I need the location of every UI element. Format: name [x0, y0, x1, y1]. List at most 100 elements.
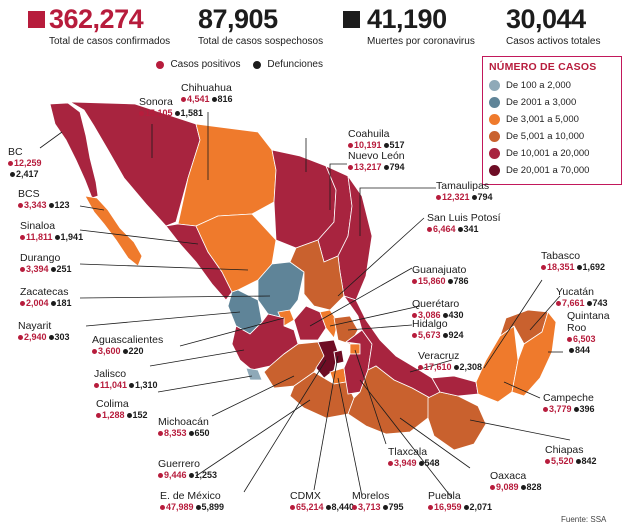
- deaths-dot-icon: [575, 459, 581, 465]
- positive-dot-icon: [567, 337, 572, 343]
- state-label-chihuahua: Chihuahua 4,541 816: [181, 82, 233, 105]
- state-label-aguascalientes: Aguascalientes 3,600 220: [92, 334, 163, 357]
- positive-count: 15,105: [145, 108, 173, 118]
- region-quintana-roo: [511, 311, 557, 397]
- positive-dot-icon: [352, 505, 357, 511]
- deaths-count: 1,581: [180, 108, 204, 118]
- positive-count: 7,661: [562, 298, 585, 308]
- suspected-label: Total de casos sospechosos: [198, 36, 324, 47]
- state-label-jalisco: Jalisco 11,041 1,310: [94, 368, 158, 391]
- positive-dot-icon: [18, 335, 23, 341]
- legend-swatch-icon: [489, 148, 500, 159]
- legend-swatch-icon: [489, 131, 500, 142]
- positive-count: 2,940: [24, 332, 47, 342]
- state-label-durango: Durango 3,394 251: [20, 252, 72, 275]
- positive-dot-icon: [8, 161, 13, 167]
- positive-count: 9,446: [164, 470, 187, 480]
- positive-count: 3,713: [358, 502, 381, 512]
- deaths-count: 8,440: [331, 502, 355, 512]
- legend-swatch-icon: [489, 80, 500, 91]
- deaths-count: 181: [56, 298, 72, 308]
- positive-dot-icon: [418, 365, 423, 371]
- deaths-dot-icon: [195, 505, 201, 511]
- region-tlaxcala: [349, 343, 361, 355]
- leader-morelos: [337, 377, 363, 497]
- confirmed-square-icon: [28, 11, 45, 28]
- state-name: Oaxaca: [490, 470, 527, 482]
- state-label-edomex: E. de México 47,989 5,899: [160, 490, 224, 513]
- positive-dot-icon: [412, 333, 417, 339]
- state-label-tamaulipas: Tamaulipas 12,321 794: [436, 180, 493, 203]
- region-cdmx: [333, 349, 345, 365]
- positive-dot-icon: [348, 143, 353, 149]
- deaths-legend-label: Defunciones: [267, 59, 323, 71]
- positive-count: 5,673: [418, 330, 441, 340]
- active-label: Casos activos totales: [506, 36, 601, 47]
- deaths-count: 828: [526, 482, 542, 492]
- positive-dot-icon: [436, 195, 441, 201]
- positive-dot-icon: [156, 60, 164, 69]
- state-name: Michoacán: [158, 416, 209, 428]
- deaths-count: 396: [579, 404, 595, 414]
- region-chiapas: [427, 391, 487, 451]
- leader-edomex: [243, 359, 327, 493]
- map-legend: Casos positivos Defunciones: [156, 56, 323, 74]
- deaths-count: 303: [54, 332, 70, 342]
- state-name: Hidalgo: [412, 318, 448, 330]
- deaths-dot-icon: [188, 431, 194, 437]
- positive-count: 2,004: [26, 298, 49, 308]
- deaths-dot-icon: [126, 413, 132, 419]
- positive-dot-icon: [543, 407, 548, 413]
- deaths-count: 786: [453, 276, 469, 286]
- suspected-value: 87,905: [198, 4, 278, 34]
- deaths-dot-icon: [457, 227, 463, 233]
- legend-swatch-icon: [489, 165, 500, 176]
- state-label-hidalgo: Hidalgo 5,673 924: [412, 318, 464, 341]
- deaths-dot-icon: [418, 461, 424, 467]
- deaths-dot-icon: [129, 383, 135, 389]
- deaths-count: 1,692: [582, 262, 606, 272]
- positive-dot-icon: [160, 505, 165, 511]
- cases-legend-item: De 100 a 2,000: [489, 77, 615, 94]
- state-name: Nayarit: [18, 320, 52, 332]
- deaths-dot-icon: [252, 60, 261, 69]
- confirmed-value: 362,274: [49, 4, 144, 34]
- positive-legend-label: Casos positivos: [170, 59, 241, 71]
- leader-oaxaca: [399, 417, 471, 469]
- deaths-dot-icon: [325, 505, 331, 511]
- positive-dot-icon: [412, 313, 417, 319]
- state-label-nayarit: Nayarit 2,940 303: [18, 320, 70, 343]
- state-name: Sonora: [139, 96, 173, 108]
- leader-aguascalientes: [179, 317, 285, 347]
- source-note: Fuente: SSA: [561, 515, 607, 524]
- deaths-count: 1,310: [135, 380, 158, 390]
- positive-count: 6,503: [573, 334, 596, 344]
- deaths-count: 816: [217, 94, 233, 104]
- state-label-bc: BC 12,259 2,417: [8, 146, 42, 180]
- state-label-sinaloa: Sinaloa 11,811 1,941: [20, 220, 83, 243]
- cases-legend: NÚMERO DE CASOS De 100 a 2,000 De 2001 a …: [482, 56, 622, 185]
- positive-count: 9,089: [496, 482, 519, 492]
- state-label-puebla: Puebla 16,959 2,071: [428, 490, 492, 513]
- leader-nuevo-leon: [329, 163, 347, 210]
- region-bc: [49, 102, 99, 199]
- state-label-michoacan: Michoacán 8,353 650: [158, 416, 210, 439]
- region-campeche: [475, 325, 519, 403]
- state-name: San Luis Potosí: [427, 212, 501, 224]
- state-name: Tlaxcala: [388, 446, 428, 458]
- deaths-dot-icon: [54, 235, 60, 241]
- deaths-dot-icon: [383, 143, 389, 149]
- deaths-dot-icon: [48, 335, 54, 341]
- state-label-quintana-roo: Quintana Roo 6,503 844: [567, 310, 610, 356]
- positive-count: 3,949: [394, 458, 417, 468]
- positive-count: 47,989: [166, 502, 194, 512]
- leader-guerrero: [195, 399, 311, 477]
- positive-dot-icon: [18, 203, 23, 209]
- positive-count: 15,860: [418, 276, 446, 286]
- leader-queretaro: [329, 305, 421, 327]
- deaths-count: 517: [389, 140, 405, 150]
- positive-count: 8,353: [164, 428, 187, 438]
- deaths-dot-icon: [50, 267, 56, 273]
- leader-hidalgo: [347, 324, 413, 331]
